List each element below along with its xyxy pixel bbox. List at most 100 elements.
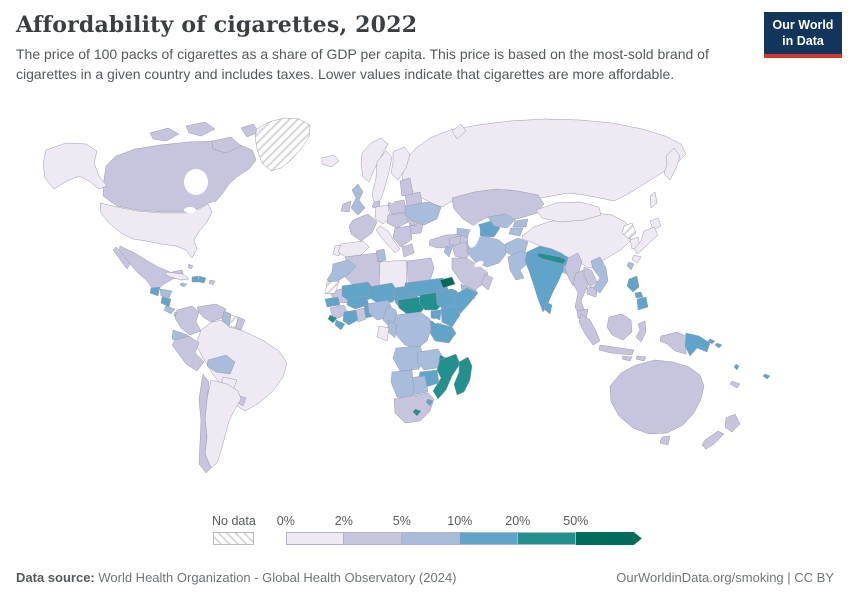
country-costa-rica[interactable] (163, 305, 176, 315)
country-mexico-baja[interactable] (112, 246, 131, 270)
country-brazil[interactable] (195, 319, 288, 412)
country-kenya[interactable] (440, 305, 461, 328)
country-taiwan[interactable] (626, 261, 635, 271)
country-dr-congo[interactable] (392, 311, 432, 350)
legend-segment-0-2%[interactable] (285, 532, 344, 545)
country-iraq[interactable] (451, 241, 472, 260)
country-indonesia-sulawesi[interactable] (635, 320, 647, 343)
country-fiji[interactable] (762, 373, 771, 380)
country-united-kingdom[interactable] (350, 183, 366, 216)
country-liberia[interactable] (334, 319, 346, 331)
country-peru[interactable] (171, 335, 205, 372)
country-philippines-visayas[interactable] (634, 291, 644, 299)
country-french-guiana[interactable] (235, 316, 246, 331)
country-vanuatu[interactable] (733, 363, 740, 371)
country-balkans[interactable] (392, 225, 413, 248)
country-morocco[interactable] (326, 259, 357, 285)
country-ukraine[interactable] (404, 201, 442, 226)
country-bulgaria[interactable] (409, 223, 424, 235)
country-australia[interactable] (609, 359, 705, 435)
country-united-states[interactable] (99, 202, 213, 259)
country-papua-new-guinea[interactable] (684, 332, 711, 357)
country-sierra-leone[interactable] (327, 314, 338, 324)
owid-logo[interactable]: Our World in Data (764, 12, 842, 59)
country-portugal[interactable] (332, 244, 342, 257)
country-ireland[interactable] (340, 200, 352, 213)
country-kazakhstan[interactable] (451, 188, 545, 227)
country-tunisia[interactable] (375, 248, 387, 263)
country-oman[interactable] (480, 273, 494, 291)
country-north-korea[interactable] (621, 222, 637, 240)
country-jamaica[interactable] (179, 282, 188, 288)
country-new-zealand-south[interactable] (701, 430, 725, 450)
country-indonesia-sumatra[interactable] (578, 313, 601, 346)
country-gabon[interactable] (376, 325, 390, 342)
legend-segment-10-20%[interactable] (459, 532, 518, 545)
country-russia-kamchatka[interactable] (663, 147, 681, 181)
country-canada-baffin[interactable] (211, 136, 242, 154)
country-ivory-coast[interactable] (342, 309, 359, 326)
country-indonesia-java[interactable] (598, 344, 635, 356)
country-dominican-republic[interactable] (198, 275, 207, 284)
country-laos[interactable] (583, 266, 598, 288)
country-canada[interactable] (102, 140, 257, 213)
country-greece[interactable] (401, 243, 415, 258)
country-ghana[interactable] (355, 307, 367, 323)
country-indonesia-lesser-sunda-1[interactable] (621, 355, 633, 362)
country-central-europe[interactable] (386, 212, 409, 229)
country-cuba[interactable] (164, 271, 190, 281)
country-congo[interactable] (386, 319, 398, 339)
country-indonesia-lesser-sunda-2[interactable] (635, 355, 647, 362)
country-russia-sakhalin[interactable] (649, 191, 658, 209)
country-eswatini[interactable] (425, 398, 434, 407)
country-angola[interactable] (392, 345, 425, 372)
country-colombia[interactable] (174, 305, 202, 336)
country-guatemala[interactable] (149, 286, 161, 297)
country-germany[interactable] (374, 204, 391, 225)
country-tajikistan[interactable] (508, 227, 524, 237)
country-niger[interactable] (367, 282, 399, 305)
country-venezuela[interactable] (196, 303, 227, 323)
country-lesotho[interactable] (412, 408, 422, 417)
country-mozambique[interactable] (432, 353, 461, 400)
country-vietnam[interactable] (590, 256, 609, 294)
country-solomon-islands-2[interactable] (714, 342, 723, 349)
country-canada-arctic-2[interactable] (185, 121, 216, 137)
country-nepal[interactable] (536, 252, 567, 265)
country-argentina[interactable] (204, 379, 242, 469)
legend-segment-50%+[interactable] (576, 532, 642, 545)
country-haiti[interactable] (191, 275, 200, 283)
legend-segment-20-50%[interactable] (517, 532, 576, 545)
country-uganda[interactable] (430, 309, 442, 321)
country-namibia[interactable] (390, 369, 415, 400)
country-zambia[interactable] (416, 348, 445, 371)
country-nicaragua[interactable] (160, 296, 172, 308)
country-indonesia-west-papua[interactable] (659, 331, 687, 355)
country-iceland[interactable] (321, 154, 340, 168)
country-levant[interactable] (443, 245, 453, 258)
country-honduras[interactable] (159, 288, 173, 299)
country-indonesia-borneo[interactable] (606, 313, 633, 341)
country-bolivia[interactable] (206, 354, 236, 375)
country-baltic-states[interactable] (399, 177, 414, 197)
country-sri-lanka[interactable] (543, 301, 553, 315)
country-philippines-mindanao[interactable] (636, 296, 649, 311)
country-western-sahara[interactable] (324, 280, 340, 295)
country-new-caledonia[interactable] (729, 380, 741, 389)
country-senegal[interactable] (324, 296, 341, 308)
country-uzbekistan[interactable] (487, 213, 516, 229)
country-iran[interactable] (466, 235, 507, 268)
country-greenland[interactable] (254, 117, 311, 172)
country-japan-hokkaido[interactable] (649, 217, 662, 231)
footer-link[interactable]: OurWorldinData.org/smoking | CC BY (616, 570, 834, 585)
country-australia-tasmania[interactable] (659, 435, 671, 446)
country-finland[interactable] (390, 146, 411, 181)
country-chile[interactable] (198, 373, 212, 474)
country-madagascar[interactable] (453, 356, 473, 396)
country-philippines-luzon[interactable] (626, 275, 640, 293)
country-puerto-rico[interactable] (208, 279, 216, 286)
country-sweden[interactable] (371, 150, 393, 205)
legend-segment-2-5%[interactable] (343, 532, 402, 545)
legend-segment-5-10%[interactable] (401, 532, 460, 545)
country-egypt[interactable] (406, 257, 435, 284)
